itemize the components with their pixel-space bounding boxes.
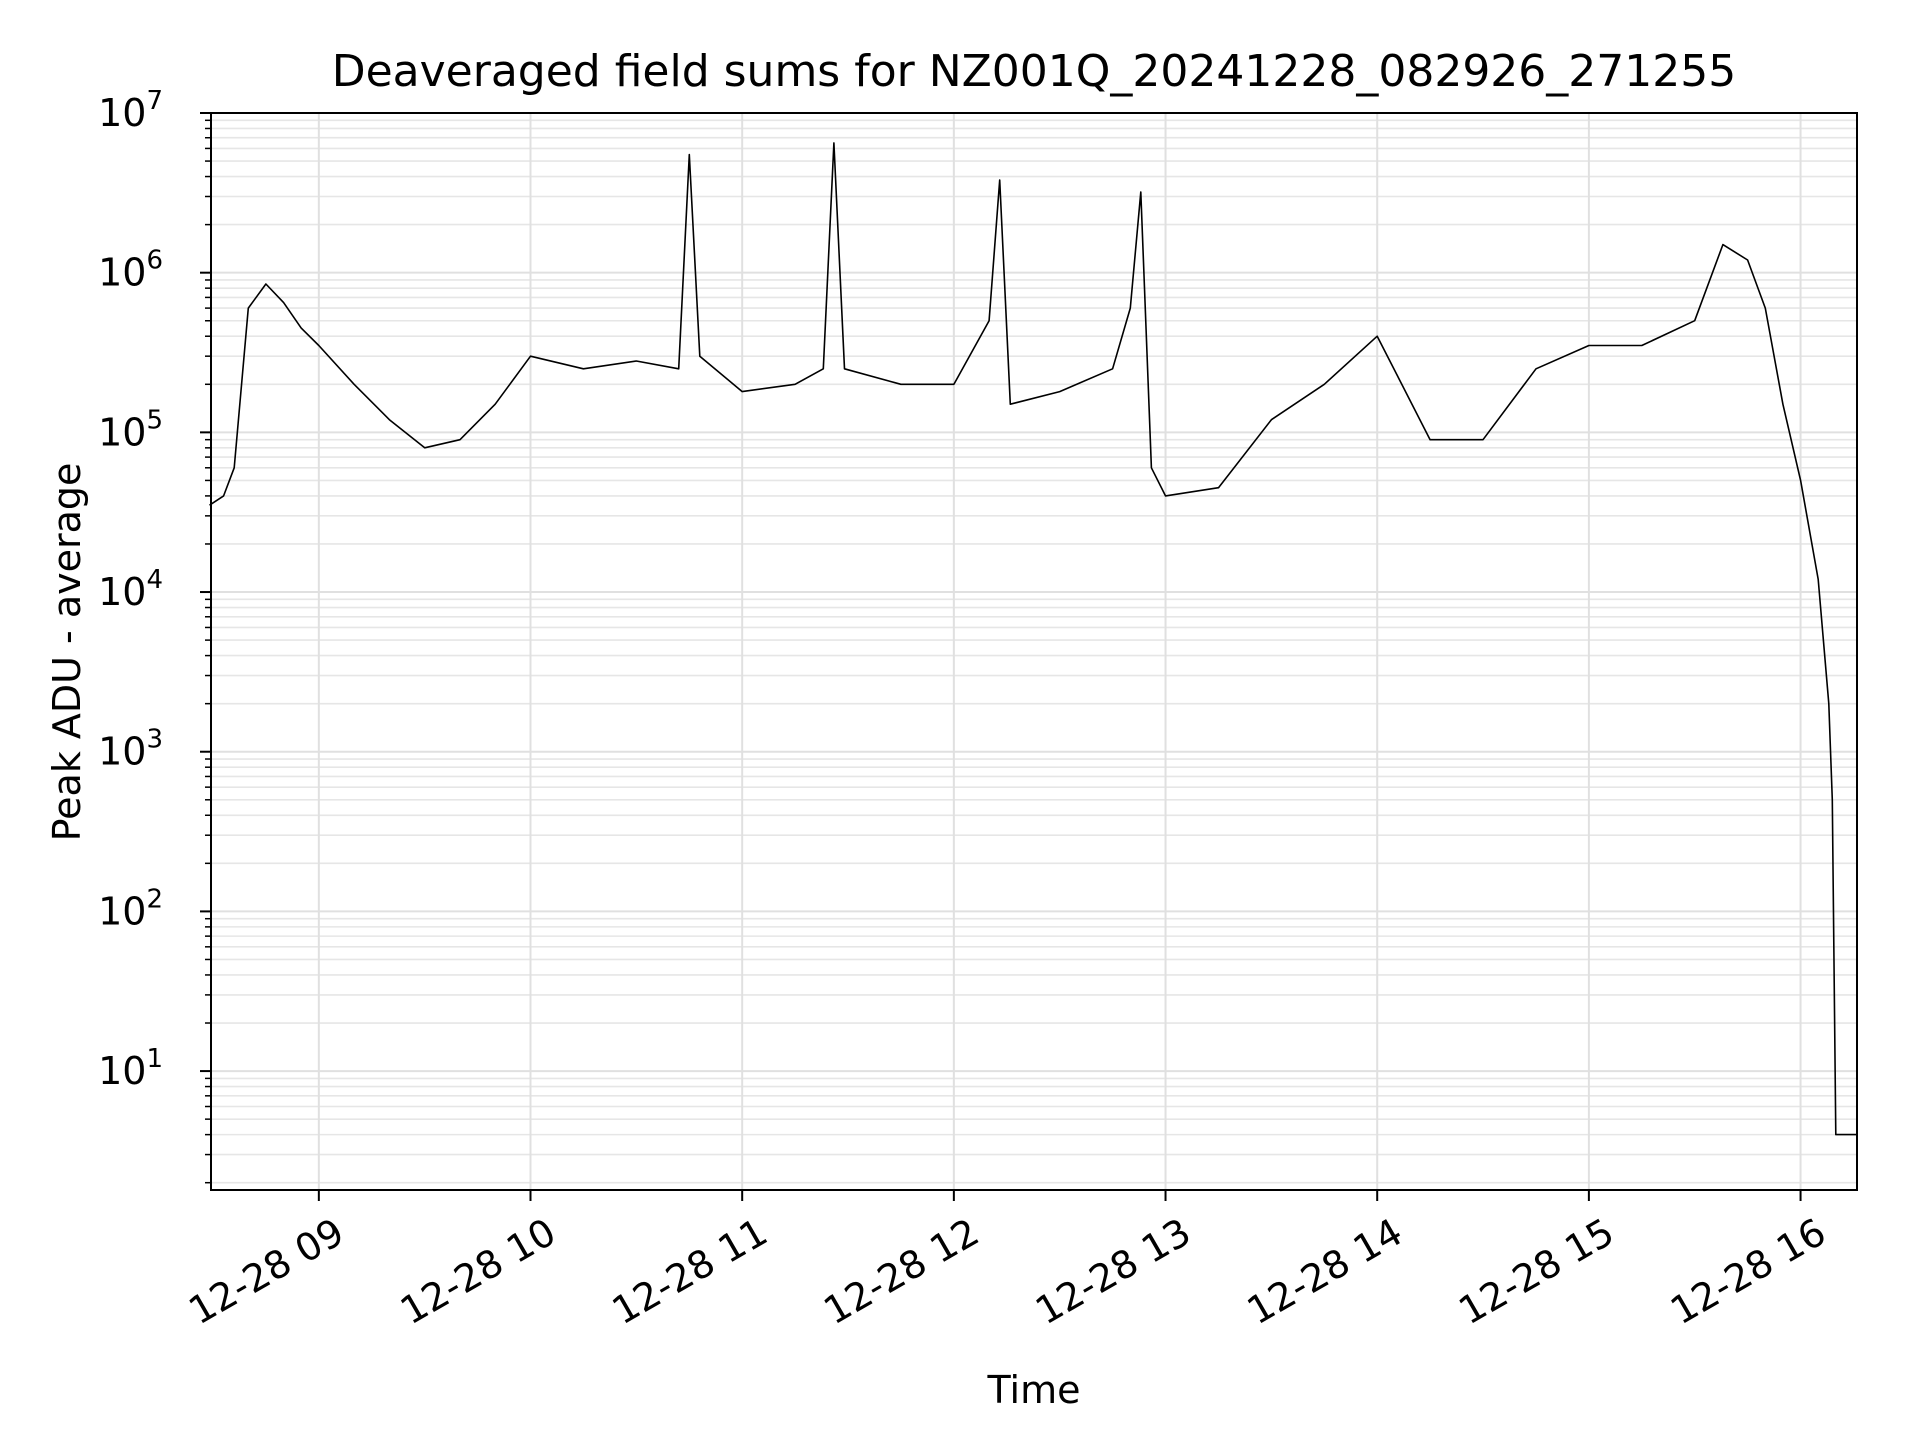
series-line bbox=[209, 142, 1857, 1136]
y-tick-label: 107 bbox=[98, 86, 163, 135]
y-tick-label: 103 bbox=[98, 725, 163, 774]
y-tick-label: 101 bbox=[98, 1044, 163, 1093]
plot-frame bbox=[210, 112, 1858, 1191]
grid-minor bbox=[211, 119, 1857, 1184]
y-axis-label: Peak ADU - average bbox=[45, 463, 89, 842]
chart-title: Deaveraged field sums for NZ001Q_2024122… bbox=[332, 46, 1737, 97]
grid-major bbox=[211, 112, 1857, 1190]
y-tick-label: 106 bbox=[98, 246, 163, 295]
y-tick-label: 102 bbox=[98, 884, 163, 933]
y-tick-label: 104 bbox=[98, 565, 163, 614]
x-axis-label: Time bbox=[987, 1368, 1081, 1412]
y-ticks: 101 102 103 104 105 106 107 bbox=[98, 86, 211, 1184]
y-tick-label: 105 bbox=[98, 405, 163, 454]
